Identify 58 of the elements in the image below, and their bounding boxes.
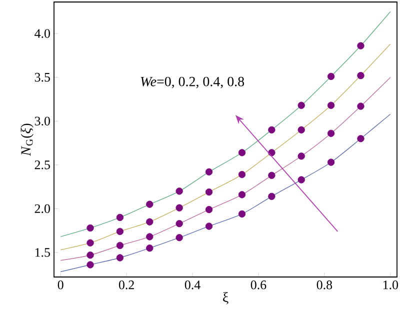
line-series xyxy=(60,11,391,238)
y-tick-label: 3.5 xyxy=(34,72,50,82)
point xyxy=(298,152,305,160)
y-axis-title: N$_{G}$(ξ) xyxy=(20,124,34,156)
point xyxy=(116,214,124,222)
point xyxy=(205,206,213,214)
line-series xyxy=(60,114,391,272)
point xyxy=(298,176,305,184)
point xyxy=(238,149,246,156)
annotation: We=0, 0.2, 0.4, 0.8 xyxy=(140,76,244,88)
line-series xyxy=(60,44,391,250)
point xyxy=(176,188,183,195)
x-axis-title: ξ xyxy=(223,292,228,304)
y-tick-label: 2.0 xyxy=(34,204,50,214)
y-tick-label: 1.5 xyxy=(35,248,50,257)
point xyxy=(146,244,154,252)
point xyxy=(268,192,276,200)
point xyxy=(205,188,213,196)
point xyxy=(205,222,213,230)
point xyxy=(357,135,364,142)
point xyxy=(146,200,154,208)
point xyxy=(176,204,183,212)
point xyxy=(146,218,154,226)
point xyxy=(116,228,124,236)
point xyxy=(298,102,305,109)
point xyxy=(86,224,94,232)
point xyxy=(86,239,94,246)
point xyxy=(176,220,183,228)
point xyxy=(327,158,335,166)
x-tick-label: 1.0 xyxy=(383,280,398,290)
point xyxy=(238,191,246,198)
point xyxy=(116,242,124,250)
x-tick-label: 0.4 xyxy=(184,280,200,290)
point xyxy=(357,102,364,110)
point xyxy=(176,234,183,242)
y-tick-label: 3.0 xyxy=(34,116,50,126)
point xyxy=(327,102,335,109)
point xyxy=(116,254,124,262)
point xyxy=(357,42,364,50)
point xyxy=(268,126,276,134)
point xyxy=(86,261,94,268)
point xyxy=(357,72,364,80)
point xyxy=(238,210,246,218)
point xyxy=(268,172,276,179)
x-tick-label: 0.8 xyxy=(316,280,332,290)
point xyxy=(327,130,335,137)
point xyxy=(205,168,213,176)
x-tick-label: 0.2 xyxy=(118,280,134,290)
point xyxy=(146,233,154,240)
point xyxy=(298,126,305,134)
x-tick-label: 0.6 xyxy=(250,280,266,290)
point xyxy=(86,252,94,259)
line-series xyxy=(60,76,391,261)
point xyxy=(238,170,246,178)
x-tick-label: 0 xyxy=(58,280,64,290)
y-tick-label: 2.5 xyxy=(34,160,50,170)
y-tick-label: 4.0 xyxy=(34,29,50,38)
point xyxy=(327,72,335,80)
